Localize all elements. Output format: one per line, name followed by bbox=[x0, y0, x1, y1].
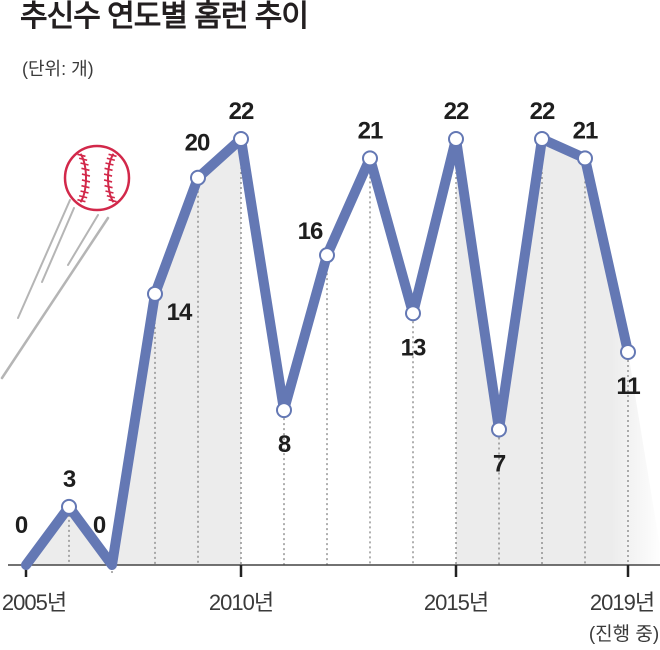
baseball-icon bbox=[0, 144, 131, 380]
baseball-stitch bbox=[108, 198, 117, 203]
value-label: 11 bbox=[616, 373, 640, 400]
baseball-stitch bbox=[103, 173, 113, 177]
value-label: 21 bbox=[573, 117, 598, 144]
speed-lines-icon bbox=[0, 199, 110, 380]
baseball-stitches-icon bbox=[77, 153, 117, 203]
baseball-stitch bbox=[103, 179, 113, 183]
baseball-stitch bbox=[81, 184, 90, 189]
unit-label: (단위: 개) bbox=[22, 59, 94, 79]
vertical-gridlines bbox=[68, 147, 629, 573]
baseball-stitch bbox=[80, 190, 89, 194]
baseball-stitch bbox=[105, 190, 114, 194]
data-point-marker bbox=[577, 150, 593, 167]
x-axis-label: 2019년 bbox=[590, 590, 654, 615]
value-label: 20 bbox=[185, 130, 210, 157]
x-axis-label: 2015년 bbox=[424, 590, 488, 615]
value-label: 7 bbox=[493, 450, 506, 477]
baseball-stitch bbox=[106, 157, 116, 161]
value-label: 13 bbox=[401, 334, 426, 361]
data-point-marker bbox=[233, 131, 249, 147]
baseball-stitch bbox=[104, 167, 113, 172]
value-label: 0 bbox=[93, 512, 106, 539]
data-point-marker bbox=[319, 247, 335, 264]
value-label: 16 bbox=[298, 218, 323, 245]
data-point-marker bbox=[620, 344, 636, 360]
baseball-stitch bbox=[77, 153, 86, 158]
value-label: 22 bbox=[229, 98, 254, 125]
x-axis-label: 2005년 bbox=[2, 590, 66, 615]
data-markers bbox=[61, 131, 636, 515]
chart-title: 추신수 연도별 홈런 추이 bbox=[20, 0, 309, 33]
value-label: 22 bbox=[444, 98, 469, 125]
speed-line bbox=[17, 199, 71, 319]
shaded-area bbox=[456, 139, 660, 565]
value-label: 8 bbox=[278, 431, 291, 458]
shaded-area bbox=[26, 139, 241, 565]
baseball-stitch bbox=[81, 179, 91, 183]
baseball-stitch bbox=[104, 184, 113, 189]
x-axis-ticks bbox=[24, 565, 630, 577]
data-point-marker bbox=[190, 169, 206, 186]
speed-line bbox=[41, 207, 75, 283]
x-axis-labels: 2005년 2010년 2015년 2019년 (진행 중) bbox=[2, 590, 659, 645]
speed-line bbox=[0, 216, 110, 380]
baseball-stitch bbox=[80, 162, 89, 166]
value-label: 0 bbox=[15, 512, 28, 539]
baseball-stitch bbox=[106, 195, 116, 199]
data-point-marker bbox=[448, 131, 464, 147]
baseball-stitch bbox=[78, 157, 88, 161]
x-axis-label: 2010년 bbox=[209, 590, 273, 615]
data-point-marker bbox=[147, 285, 163, 302]
x-axis-note: (진행 중) bbox=[589, 623, 659, 645]
value-label: 3 bbox=[63, 466, 76, 493]
baseball-stitch bbox=[105, 162, 114, 166]
speed-line bbox=[67, 214, 99, 266]
value-label: 21 bbox=[358, 117, 383, 144]
value-label: 22 bbox=[530, 98, 555, 125]
baseball-stitch bbox=[81, 173, 91, 177]
data-point-marker bbox=[61, 498, 77, 515]
baseball-stitch bbox=[81, 167, 90, 172]
data-point-marker bbox=[362, 150, 378, 167]
data-point-marker bbox=[405, 305, 421, 322]
data-point-marker bbox=[491, 421, 507, 438]
baseball-stitch bbox=[78, 195, 88, 199]
baseball-stitch bbox=[77, 198, 86, 203]
baseball-stitch bbox=[108, 153, 117, 158]
data-point-marker bbox=[534, 131, 550, 147]
value-label: 14 bbox=[167, 299, 193, 326]
shaded-areas bbox=[26, 139, 660, 565]
data-point-marker bbox=[276, 402, 292, 419]
